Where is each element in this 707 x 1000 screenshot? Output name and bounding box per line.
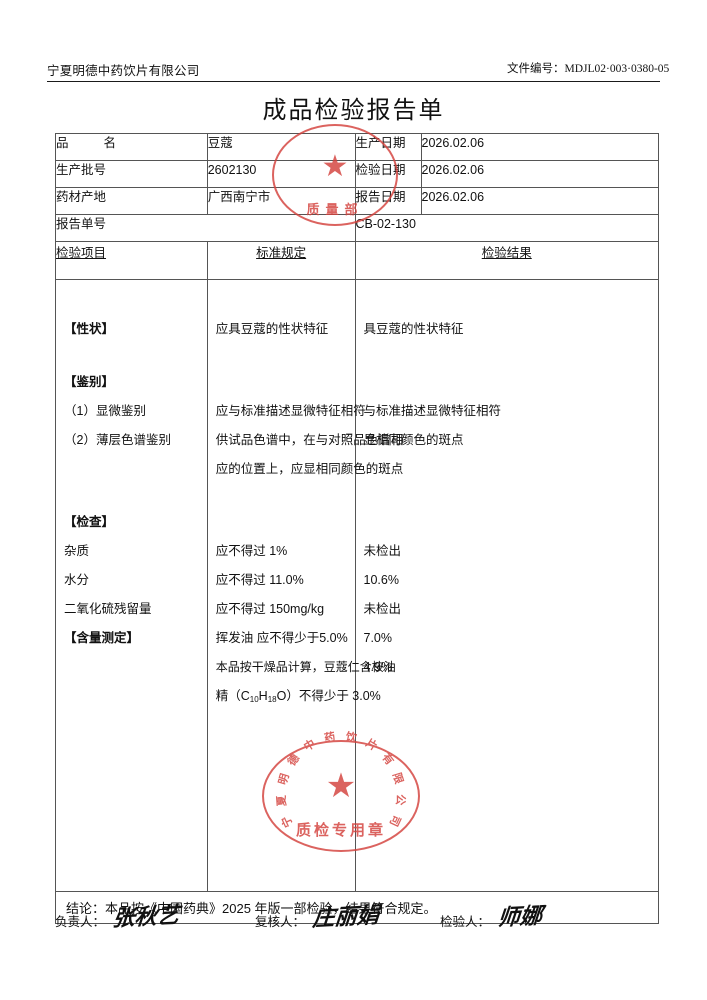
table-row-conclusion: 结论：本品按《中国药典》2025 年版一部检验，结果符合规定。 (55, 891, 659, 924)
inspection-row-1-item: 水分 (64, 573, 90, 587)
identification-res1: 与标准描述显微特征相符 (363, 404, 502, 418)
signature-inspector-name: 师娜 (496, 902, 544, 932)
signature-reviewer-label: 复核人： (255, 915, 306, 929)
content-res2: 4.9% (363, 660, 393, 674)
identification-res2: 显相同颜色的斑点 (363, 433, 464, 447)
inspection-row-1-result: 10.6% (363, 573, 399, 587)
product-value: 豆蔻 (206, 133, 356, 161)
inspection-row-2-item: 二氧化硫残留量 (64, 602, 152, 616)
section-character-item: 【性状】 (64, 322, 115, 336)
content-formula-mid: H (258, 689, 268, 703)
identification-std1: 应与标准描述显微特征相符 (215, 404, 366, 418)
column-header-result-text: 检验结果 (481, 246, 532, 260)
column-standards: 应具豆蔻的性状特征 应与标准描述显微特征相符 供试品色谱中，在与对照品色谱相 应… (206, 279, 403, 892)
column-items: 【性状】 【鉴别】 （1）显微鉴别 （2）薄层色谱鉴别 【检查】 杂质 水分 二… (55, 279, 208, 892)
column-header-result: 检验结果 (354, 241, 659, 280)
section-inspection-item: 【检查】 (64, 515, 115, 529)
report-date-label: 报告日期 (354, 187, 422, 215)
section-character-result: 具豆蔻的性状特征 (363, 322, 464, 336)
section-character-standard: 应具豆蔻的性状特征 (215, 322, 329, 336)
report-no-value: CB-02-130 (354, 214, 659, 242)
report-table: 品 名 豆蔻 生产日期 2026.02.06 生产批号 2602130 检验日期… (55, 133, 659, 924)
table-column-headers: 检验项目 标准规定 检验结果 (55, 241, 659, 280)
content-formula-sub1: 10 (249, 695, 259, 704)
column-header-item-text: 检验项目 (56, 246, 107, 260)
signature-reviewer-name: 庄丽娟 (311, 902, 381, 932)
identification-sub1-item: （1）显微鉴别 (64, 404, 146, 418)
page-title: 成品检验报告单 (262, 97, 445, 124)
report-no-label: 报告单号 (55, 214, 356, 242)
origin-label: 药材产地 (55, 187, 208, 215)
product-label: 品 名 (55, 133, 208, 161)
inspection-row-0-item: 杂质 (64, 544, 90, 558)
content-formula-pre: 精（C (215, 689, 250, 703)
content-formula-sub2: 18 (267, 695, 277, 704)
signature-inspector-label: 检验人： (440, 915, 491, 929)
column-results: 具豆蔻的性状特征 与标准描述显微特征相符 显相同颜色的斑点 未检出 10.6% … (354, 279, 659, 892)
production-date-label: 生产日期 (354, 133, 422, 161)
origin-value: 广西南宁市 (206, 187, 356, 215)
content-std1: 挥发油 应不得少于5.0% (215, 631, 348, 645)
inspection-row-2-result: 未检出 (363, 602, 402, 616)
batch-value: 2602130 (206, 160, 356, 188)
report-date-value: 2026.02.06 (420, 187, 659, 215)
content-std2-line1: 本品按干燥品计算，豆蔻仁含桉油 (215, 660, 396, 674)
batch-label: 生产批号 (55, 160, 208, 188)
inspection-row-2-standard: 应不得过 150mg/kg (215, 602, 325, 616)
inspection-row-0-result: 未检出 (363, 544, 402, 558)
table-body-row: 【性状】 【鉴别】 （1）显微鉴别 （2）薄层色谱鉴别 【检查】 杂质 水分 二… (55, 279, 659, 892)
test-date-label: 检验日期 (354, 160, 422, 188)
signature-row: 负责人： 张秋艺 复核人： 庄丽娟 检验人： 师娜 (55, 902, 659, 945)
document-code: 文件编号：MDJL02·003·0380-05 (507, 60, 669, 76)
column-header-item: 检验项目 (55, 241, 208, 280)
production-date-value: 2026.02.06 (420, 133, 659, 161)
section-identification-item: 【鉴别】 (64, 375, 115, 389)
table-row-origin: 药材产地 广西南宁市 报告日期 2026.02.06 (55, 187, 659, 215)
page-header: 宁夏明德中药饮片有限公司 文件编号：MDJL02·003·0380-05 (47, 60, 687, 82)
test-date-value: 2026.02.06 (420, 160, 659, 188)
company-name: 宁夏明德中药饮片有限公司 (47, 64, 200, 78)
section-content-item: 【含量测定】 (64, 631, 140, 645)
document-code-value: MDJL02·003·0380-05 (564, 63, 670, 75)
inspection-row-1-standard: 应不得过 11.0% (215, 573, 304, 587)
product-label-text: 品 名 (56, 136, 116, 150)
conclusion-text: 结论：本品按《中国药典》2025 年版一部检验，结果符合规定。 (55, 891, 659, 924)
signature-responsible-name: 张秋艺 (111, 902, 181, 932)
header-divider (47, 81, 660, 82)
table-row-report-no: 报告单号 CB-02-130 (55, 214, 659, 242)
signature-responsible-label: 负责人： (55, 915, 106, 929)
table-row-batch: 生产批号 2602130 检验日期 2026.02.06 (55, 160, 659, 188)
content-res1: 7.0% (363, 631, 393, 645)
document-code-label: 文件编号： (507, 63, 565, 75)
identification-sub2-item: （2）薄层色谱鉴别 (64, 433, 171, 447)
inspection-row-0-standard: 应不得过 1% (215, 544, 288, 558)
table-row-product: 品 名 豆蔻 生产日期 2026.02.06 (55, 133, 659, 161)
column-header-standard: 标准规定 (206, 241, 356, 280)
column-header-standard-text: 标准规定 (256, 246, 307, 260)
